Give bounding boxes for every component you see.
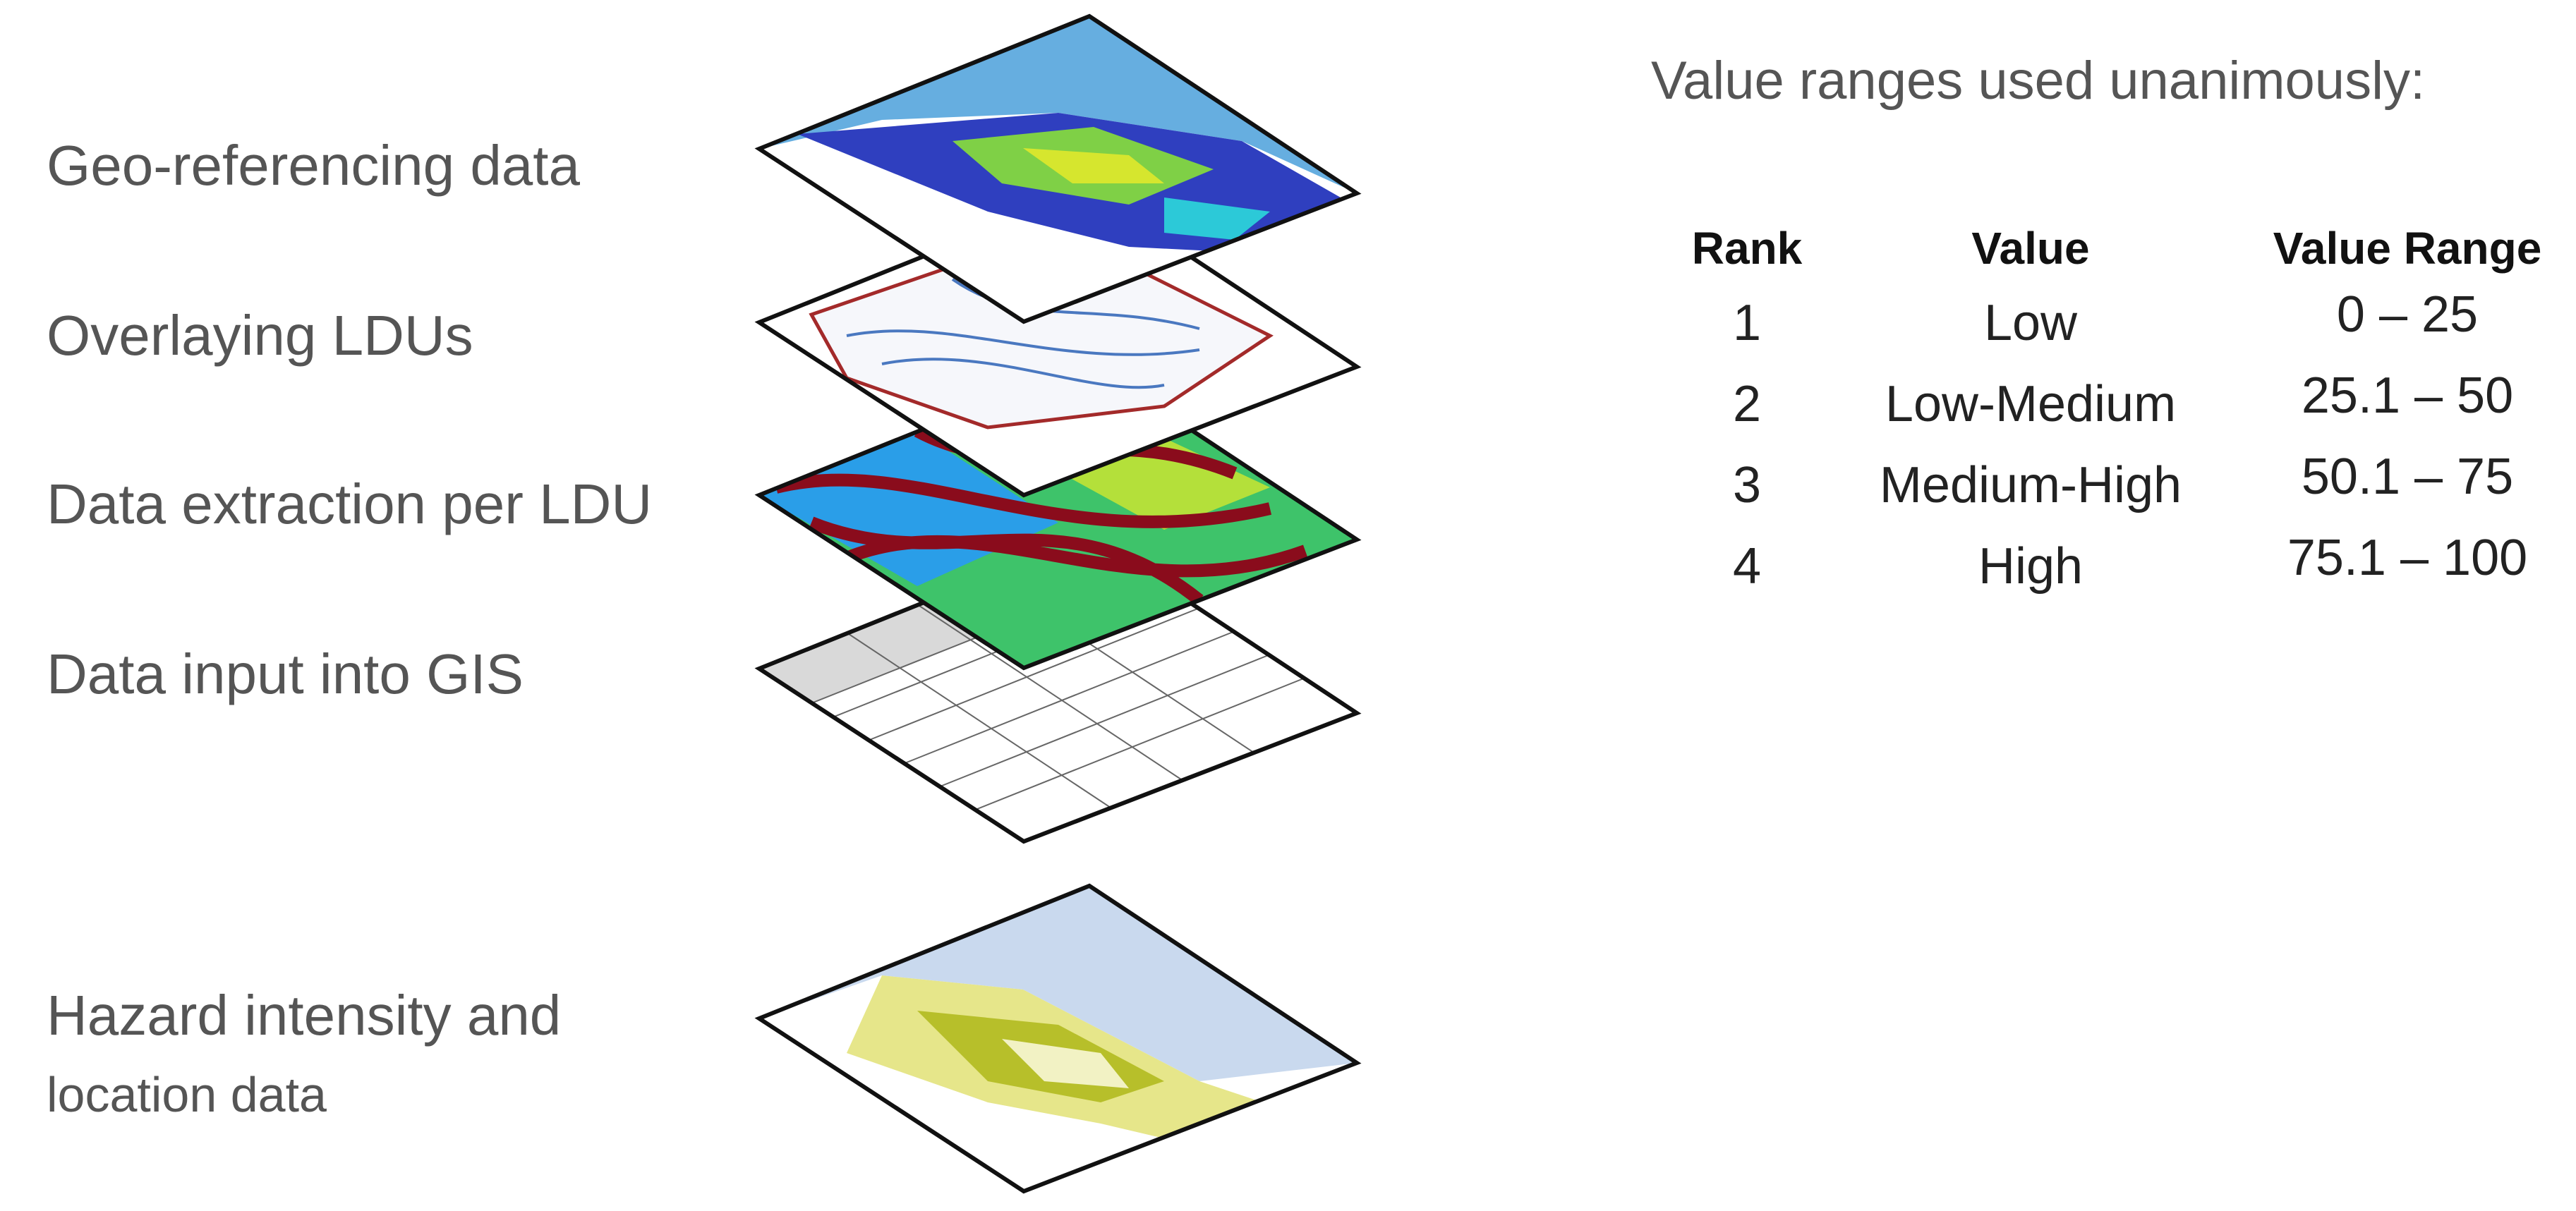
step-label: Data input into GIS	[47, 643, 524, 705]
table-cell: 0 – 25	[2337, 286, 2478, 343]
step-label: Data extraction per LDU	[47, 473, 652, 535]
table-cell: Low-Medium	[1885, 376, 2176, 432]
output-label: Hazard intensity and	[47, 984, 561, 1047]
table-cell: 4	[1733, 538, 1761, 595]
table-cell: Medium-High	[1880, 457, 2182, 513]
table-header: Rank	[1692, 223, 1803, 274]
table-header: Value Range	[2273, 223, 2542, 274]
table-cell: High	[1978, 538, 2083, 595]
table-cell: 75.1 – 100	[2287, 530, 2527, 586]
table-header: Value	[1971, 223, 2089, 274]
step-label: Overlaying LDUs	[47, 304, 473, 367]
hazard-map-layer	[759, 886, 1357, 1191]
table-cell: 50.1 – 75	[2302, 449, 2513, 505]
table-cell: 25.1 – 50	[2302, 367, 2513, 424]
geo-map-layer	[759, 16, 1357, 322]
table-cell: 3	[1733, 457, 1761, 513]
step-label: Geo-referencing data	[47, 134, 581, 197]
output-label: location data	[47, 1067, 327, 1122]
table-cell: 1	[1733, 295, 1761, 351]
table-cell: Low	[1984, 295, 2078, 351]
value-table: Rank Value Value Range 1 Low 0 – 25 2 Low-Mediu…	[1692, 223, 2542, 595]
table-cell: 2	[1733, 376, 1761, 432]
table-title: Value ranges used unanimously:	[1651, 51, 2425, 111]
